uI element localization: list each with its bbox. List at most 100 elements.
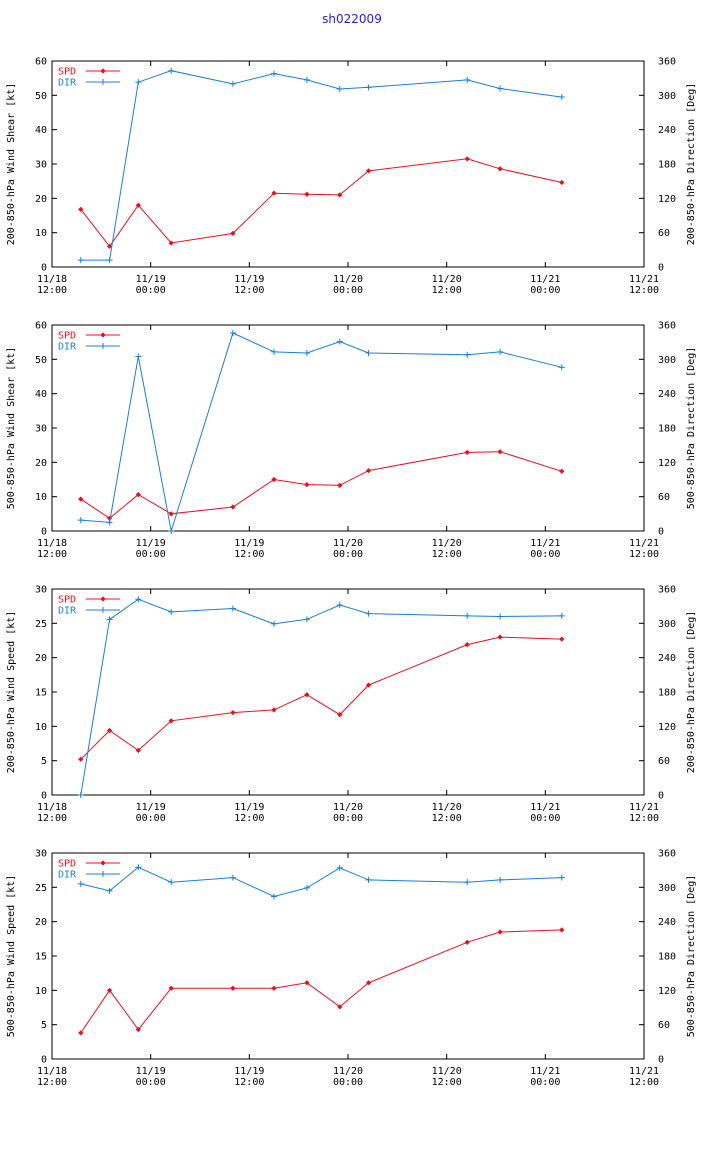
plot-frame: [51, 324, 645, 532]
y2-tick-label: 180: [658, 424, 676, 435]
plot-frame: [51, 60, 645, 268]
dir-point: [365, 84, 372, 91]
series-dir: [77, 67, 565, 264]
spd-point: [365, 980, 372, 986]
dir-point: [168, 879, 175, 886]
spd-point: [337, 192, 343, 198]
legend-label-dir: DIR: [58, 78, 77, 89]
x-tick-label-time: 12:00: [234, 1077, 264, 1088]
y-tick-label: 10: [35, 722, 47, 733]
dir-point: [336, 864, 343, 871]
y2-tick-label: 300: [658, 619, 676, 630]
x-tick-label-time: 12:00: [37, 549, 67, 560]
legend-label-spd: SPD: [58, 595, 76, 606]
y-tick-label: 30: [35, 585, 47, 596]
series-line-spd: [80, 636, 562, 760]
legend-marker-spd: [100, 860, 106, 866]
x-tick-label-day: 11/21: [530, 538, 560, 549]
x-tick-label-day: 11/19: [234, 274, 264, 285]
dir-point: [558, 874, 565, 881]
dir-point: [365, 876, 372, 883]
x-tick-label-time: 12:00: [37, 813, 67, 824]
x-tick-label-time: 12:00: [629, 813, 659, 824]
x-tick-label-time: 00:00: [136, 1077, 166, 1088]
x-tick-label-day: 11/20: [333, 1066, 363, 1077]
x-tick-label-day: 11/21: [629, 274, 659, 285]
x-tick-label-day: 11/18: [37, 802, 67, 813]
legend-label-spd: SPD: [58, 859, 76, 870]
y-tick-label: 15: [35, 688, 47, 699]
dir-point: [168, 608, 175, 615]
dir-point: [77, 517, 84, 524]
x-tick-label-day: 11/19: [136, 274, 166, 285]
dir-point: [77, 792, 84, 798]
dir-point: [464, 76, 471, 83]
dir-point: [303, 76, 310, 83]
chart-panel-2: 010203040506006012018024030036011/1812:0…: [6, 321, 697, 561]
spd-point: [304, 482, 310, 488]
series-dir: [77, 596, 565, 798]
x-tick-label-day: 11/21: [530, 274, 560, 285]
legend-label-dir: DIR: [58, 342, 77, 353]
legend-marker-spd: [100, 68, 106, 74]
dir-point: [336, 86, 343, 93]
spd-point: [337, 712, 343, 718]
x-tick-label-time: 00:00: [530, 285, 560, 296]
spd-point: [135, 747, 141, 753]
spd-point: [135, 1026, 141, 1033]
x-tick-label-time: 00:00: [333, 1077, 363, 1088]
dir-point: [168, 528, 175, 534]
spd-point: [497, 929, 503, 935]
spd-point: [271, 707, 277, 713]
y2-tick-label: 0: [658, 527, 664, 538]
x-tick-label-day: 11/19: [136, 538, 166, 549]
y2-tick-label: 60: [658, 1020, 670, 1031]
spd-point: [106, 987, 113, 993]
spd-point: [106, 515, 113, 521]
y-tick-label: 15: [35, 952, 47, 963]
legend-label-spd: SPD: [58, 331, 76, 342]
legend-label-spd: SPD: [58, 67, 76, 78]
spd-point: [106, 727, 113, 734]
y-tick-label: 5: [41, 756, 47, 767]
y2-tick-label: 0: [658, 263, 664, 274]
dir-point: [303, 350, 310, 357]
y-tick-label: 50: [35, 91, 47, 102]
series-line-dir: [80, 866, 562, 898]
dir-point: [464, 612, 471, 619]
dir-point: [229, 605, 236, 612]
spd-point: [271, 985, 277, 991]
y-tick-label: 60: [35, 321, 47, 332]
dir-point: [365, 350, 372, 357]
x-tick-label-day: 11/19: [234, 538, 264, 549]
spd-point: [337, 1004, 343, 1010]
x-tick-label-time: 00:00: [530, 1077, 560, 1088]
dir-point: [497, 876, 504, 883]
x-tick-label-day: 11/18: [37, 1066, 67, 1077]
legend-marker-dir: [100, 79, 106, 85]
spd-point: [304, 980, 310, 986]
series-spd: [78, 927, 565, 1036]
y-tick-label: 0: [41, 263, 47, 274]
legend-marker-dir: [100, 607, 106, 613]
y2-axis-label: 500-850-hPa Direction [Deg]: [686, 875, 697, 1038]
dir-point: [168, 67, 175, 74]
plot-frame: [51, 588, 645, 796]
chart-panel-3: 05101520253006012018024030036011/1812:00…: [6, 585, 697, 825]
spd-point: [230, 709, 236, 716]
legend-marker-spd: [100, 332, 106, 338]
legend-label-dir: DIR: [58, 606, 77, 617]
dir-point: [464, 351, 471, 358]
y2-tick-label: 240: [658, 125, 676, 136]
spd-point: [78, 756, 84, 762]
x-tick-label-day: 11/19: [136, 1066, 166, 1077]
spd-point: [135, 202, 141, 208]
y-tick-label: 20: [35, 458, 47, 469]
series-dir: [77, 330, 565, 534]
y2-tick-label: 120: [658, 986, 676, 997]
dir-point: [558, 94, 565, 101]
y2-tick-label: 360: [658, 321, 676, 332]
spd-point: [230, 504, 236, 510]
spd-point: [230, 985, 236, 991]
